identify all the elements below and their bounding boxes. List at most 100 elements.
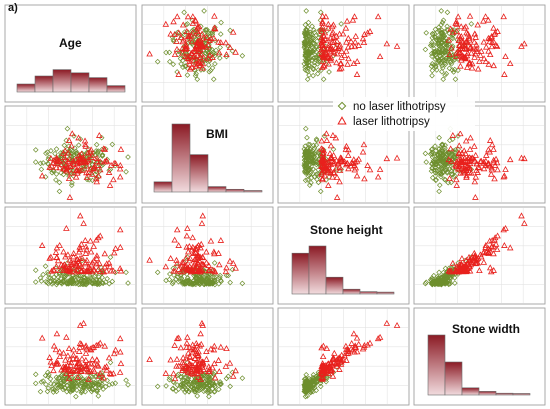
point-laser	[173, 13, 181, 20]
point-laser	[200, 360, 207, 367]
point-laser	[319, 18, 326, 25]
point-no-laser	[429, 30, 436, 37]
point-laser	[192, 17, 199, 24]
point-laser	[326, 363, 334, 370]
point-laser	[482, 241, 490, 248]
point-laser	[83, 174, 91, 180]
point-laser	[328, 30, 336, 37]
point-laser	[171, 236, 178, 243]
point-no-laser	[225, 272, 232, 279]
point-no-laser	[196, 387, 202, 394]
point-laser	[87, 146, 95, 153]
point-no-laser	[313, 159, 319, 166]
point-no-laser	[442, 61, 449, 68]
point-laser	[65, 175, 73, 182]
point-laser	[68, 130, 76, 137]
point-laser	[216, 368, 223, 375]
point-laser	[193, 42, 201, 49]
point-laser	[491, 162, 499, 168]
point-laser	[452, 161, 459, 168]
point-laser	[170, 370, 177, 377]
point-laser	[485, 161, 492, 168]
hist-bar	[342, 288, 361, 295]
point-no-laser	[106, 382, 113, 388]
point-laser	[521, 219, 528, 226]
point-laser	[319, 57, 327, 64]
point-no-laser	[445, 56, 452, 62]
point-no-laser	[468, 21, 475, 27]
point-laser	[183, 28, 191, 34]
point-no-laser	[302, 177, 309, 184]
point-no-laser	[197, 278, 204, 284]
point-no-laser	[32, 147, 39, 153]
point-laser	[445, 267, 453, 274]
point-no-laser	[305, 167, 312, 174]
point-no-laser	[311, 379, 318, 385]
point-laser	[186, 360, 193, 367]
point-no-laser	[194, 393, 201, 399]
point-laser	[338, 53, 345, 60]
point-no-laser	[73, 393, 79, 400]
point-no-laser	[193, 272, 200, 279]
point-laser	[203, 248, 210, 255]
point-no-laser	[45, 373, 52, 380]
point-no-laser	[434, 29, 441, 35]
point-laser	[101, 263, 108, 270]
point-no-laser	[436, 36, 443, 43]
point-no-laser	[197, 48, 204, 55]
point-no-laser	[318, 9, 324, 16]
point-laser	[78, 355, 86, 362]
point-no-laser	[432, 281, 439, 287]
point-no-laser	[307, 50, 314, 57]
point-laser	[466, 59, 474, 66]
point-laser	[338, 358, 345, 365]
point-laser	[454, 13, 462, 20]
point-no-laser	[310, 72, 316, 79]
point-no-laser	[303, 125, 309, 132]
point-laser	[82, 342, 90, 349]
point-laser	[173, 335, 181, 342]
point-laser	[463, 172, 470, 179]
point-no-laser	[49, 386, 55, 392]
point-laser	[93, 236, 100, 243]
point-no-laser	[68, 182, 75, 188]
point-laser	[486, 38, 494, 45]
point-laser	[56, 267, 64, 274]
point-laser	[117, 348, 124, 355]
point-no-laser	[206, 68, 213, 75]
point-no-laser	[99, 162, 105, 169]
point-no-laser	[60, 149, 66, 155]
point-laser	[184, 13, 192, 20]
point-laser	[467, 257, 474, 264]
point-laser	[336, 30, 343, 37]
point-laser	[472, 45, 480, 52]
point-no-laser	[301, 44, 308, 51]
point-laser	[383, 319, 391, 326]
point-no-laser	[239, 280, 246, 287]
point-laser	[321, 35, 329, 42]
point-laser	[78, 267, 86, 274]
point-laser	[85, 360, 92, 367]
point-laser	[342, 24, 350, 31]
point-no-laser	[45, 156, 52, 163]
point-laser	[330, 169, 337, 175]
point-no-laser	[54, 382, 60, 388]
point-laser	[318, 145, 325, 152]
point-laser	[180, 263, 187, 270]
point-laser	[184, 349, 192, 356]
legend-diamond-icon	[337, 101, 347, 111]
point-no-laser	[201, 8, 207, 14]
point-laser	[207, 345, 215, 352]
point-laser	[331, 169, 338, 176]
point-laser	[87, 148, 94, 155]
point-laser	[93, 155, 101, 161]
point-laser	[198, 319, 206, 326]
point-no-laser	[77, 136, 84, 142]
point-laser	[471, 178, 479, 185]
point-laser	[500, 173, 507, 180]
point-no-laser	[315, 58, 322, 65]
point-laser	[333, 164, 340, 171]
point-no-laser	[32, 267, 39, 273]
point-laser	[474, 169, 481, 175]
point-laser	[194, 260, 202, 267]
